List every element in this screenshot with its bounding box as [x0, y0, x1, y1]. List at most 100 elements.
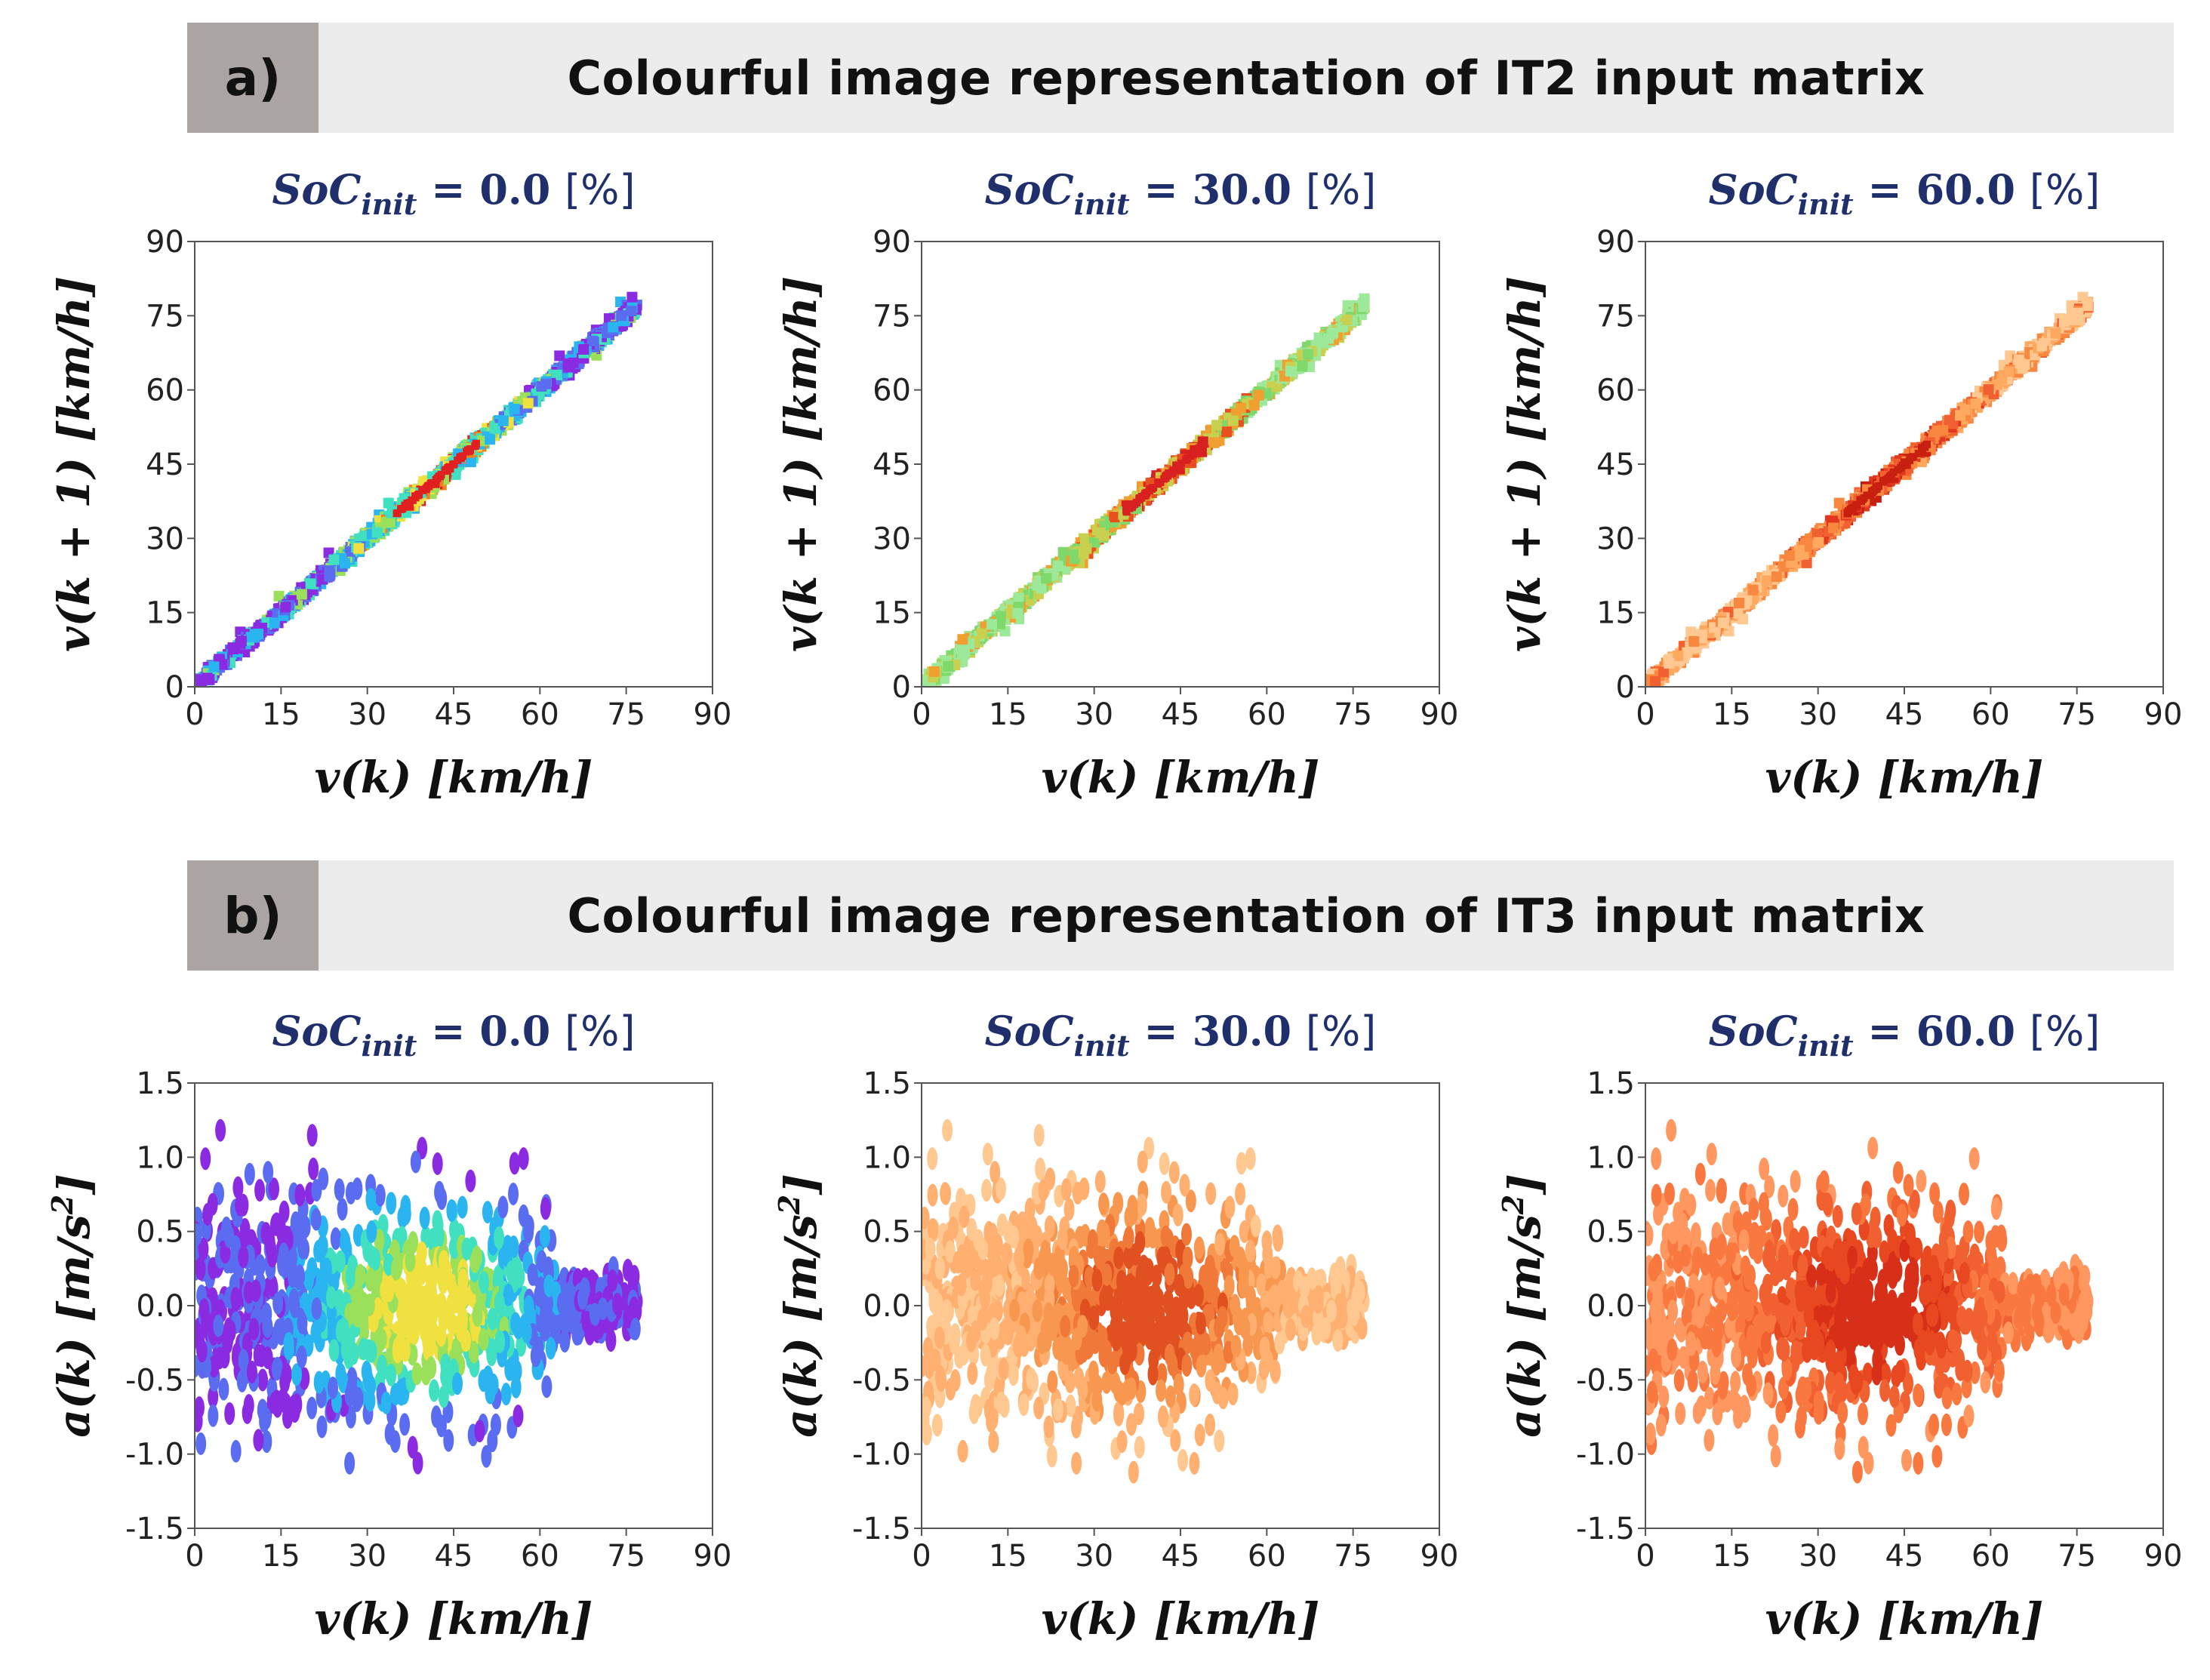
x-tick-label: 30: [348, 697, 386, 732]
y-tick-label: 15: [873, 596, 911, 631]
data-cell: [353, 543, 365, 554]
data-cell: [2082, 300, 2093, 312]
x-tick-label: 75: [2058, 697, 2096, 732]
x-tick-label: 0: [912, 697, 931, 732]
x-tick-label: 15: [1713, 697, 1751, 732]
x-tick-label: 90: [1420, 697, 1459, 732]
y-tick-label: 30: [873, 522, 911, 556]
panel-title-unit: [%]: [1306, 166, 1376, 214]
data-cell: [928, 666, 940, 677]
x-tick-label: 90: [694, 697, 732, 732]
data-cell: [1761, 575, 1772, 586]
x-tick-label: 90: [2144, 697, 2183, 732]
data-blob: [215, 1118, 226, 1142]
data-blob: [337, 1198, 348, 1221]
data-cell-peak: [393, 509, 402, 517]
data-cell-peak: [1888, 471, 1896, 479]
x-tick-label: 60: [1248, 697, 1286, 732]
data-cell-peak: [1873, 484, 1881, 492]
data-cell-peak: [1906, 457, 1914, 465]
data-cell: [324, 565, 335, 577]
data-cell: [1227, 415, 1239, 426]
panel-title-value: = 60.0: [1854, 165, 2030, 214]
data-cell: [383, 497, 394, 509]
data-cell: [1297, 361, 1308, 372]
data-cell-peak: [1914, 449, 1922, 457]
data-blob: [232, 1176, 244, 1199]
y-axis-label: v(k + 1) [km/h]: [1499, 276, 1550, 652]
data-cell: [1811, 529, 1823, 540]
section-b-tag: b): [187, 860, 319, 971]
data-cell: [1211, 420, 1222, 431]
chart-panel-4: 0 15 30 45 60 75 90-1.5-1.0-0.50.00.51.01.5v(k…: [45, 1007, 731, 1645]
data-cell: [1359, 293, 1370, 304]
section-a-title: Colourful image representation of IT2 in…: [567, 50, 1925, 106]
data-cell: [1221, 426, 1233, 438]
data-cell: [1248, 399, 1260, 411]
data-cell: [305, 578, 316, 589]
data-cell: [1673, 650, 1684, 661]
data-cell-peak: [1858, 497, 1866, 506]
data-cell: [1771, 571, 1782, 583]
data-cell: [2017, 362, 2028, 374]
x-tick-label: 15: [989, 697, 1027, 732]
data-cell: [1658, 666, 1669, 678]
data-cell-peak: [1846, 506, 1854, 515]
data-cell: [1696, 629, 1707, 641]
data-cell-peak: [408, 496, 416, 504]
y-tick-label: 0: [165, 670, 184, 705]
data-cell: [1970, 398, 1981, 409]
data-cell: [371, 527, 383, 538]
y-tick-label: 15: [146, 596, 184, 631]
data-cell-peak: [1122, 508, 1131, 516]
data-cell: [253, 628, 264, 639]
data-cell: [943, 660, 954, 672]
x-tick-label: 75: [607, 697, 645, 732]
data-cell: [1688, 635, 1700, 647]
panel-title: SoCinit = 60.0 [%]: [1709, 165, 2101, 221]
data-cell-peak: [450, 460, 458, 468]
data-blob: [200, 1147, 211, 1171]
data-cell: [1081, 543, 1092, 554]
y-tick-label: 30: [146, 522, 184, 556]
data-cell: [551, 369, 562, 380]
data-cell: [2067, 310, 2079, 322]
data-cell: [976, 628, 987, 639]
data-cell: [269, 617, 280, 629]
data-cell: [957, 634, 968, 645]
data-cell: [489, 423, 500, 434]
data-cell: [1041, 573, 1052, 584]
data-cell: [1109, 512, 1120, 523]
data-cell: [195, 678, 207, 687]
data-cell: [2050, 328, 2061, 339]
data-cell: [204, 674, 215, 685]
data-cell-peak: [1172, 464, 1180, 472]
data-cell-peak: [415, 490, 423, 498]
data-cell-peak: [1183, 454, 1191, 463]
y-tick-label: 75: [1596, 299, 1635, 334]
panel-title-unit: [%]: [565, 166, 635, 214]
data-blob: [429, 1379, 440, 1402]
data-cell: [1316, 337, 1327, 348]
y-tick-label: 60: [146, 374, 184, 408]
data-cell: [208, 661, 220, 672]
data-cell: [1253, 389, 1264, 401]
panel-title-soc: SoC: [985, 165, 1074, 214]
data-cell: [922, 675, 930, 686]
data-cell: [554, 350, 565, 362]
data-cell: [959, 648, 970, 659]
data-cell-peak: [401, 501, 409, 509]
data-cell: [1032, 580, 1043, 591]
data-cell: [995, 611, 1006, 622]
data-blob: [438, 1385, 449, 1408]
data-cell: [1664, 657, 1675, 669]
data-cell: [1732, 608, 1744, 619]
data-cell: [578, 343, 589, 355]
y-tick-label: 90: [146, 225, 184, 260]
data-cell: [1717, 617, 1728, 629]
data-cell: [1303, 349, 1314, 360]
x-tick-label: 45: [435, 697, 473, 732]
data-cell: [540, 378, 552, 389]
y-tick-label: 75: [146, 299, 184, 334]
data-cell: [2036, 340, 2048, 352]
